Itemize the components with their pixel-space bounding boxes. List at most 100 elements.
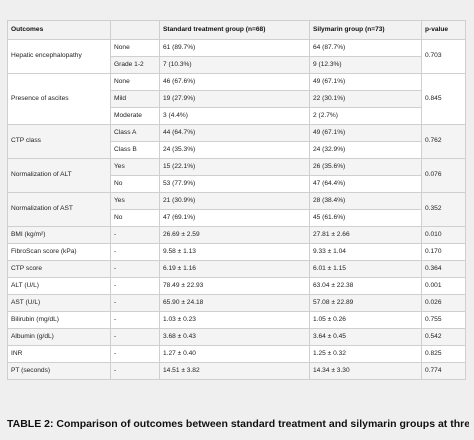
header-silymarin-group: Silymarin group (n=73): [309, 20, 422, 40]
table-row: No 53 (77.9%) 47 (64.4%): [8, 175, 466, 193]
standard-value-cell: 24 (35.3%): [159, 141, 310, 159]
table-row: Moderate 3 (4.4%) 2 (2.7%): [8, 107, 466, 125]
outcome-cell: Presence of ascites: [7, 73, 111, 125]
subcategory-cell: -: [110, 243, 160, 261]
table-row: Normalization of ALT Yes 15 (22.1%) 26 (35.…: [7, 158, 466, 193]
standard-value-cell: 3 (4.4%): [159, 107, 310, 125]
silymarin-value-cell: 49 (67.1%): [309, 124, 422, 142]
outcome-cell: FibroScan score (kPa): [7, 243, 111, 261]
silymarin-value-cell: 49 (67.1%): [309, 73, 422, 91]
header-subcategory: [110, 20, 160, 40]
silymarin-value-cell: 1.25 ± 0.32: [309, 345, 422, 363]
outcome-cell: Bilirubin (mg/dL): [7, 311, 111, 329]
p-value-cell: 0.352: [421, 192, 466, 227]
subcategory-cell: None: [110, 73, 160, 91]
table-row: ALT (U/L) -78.49 ± 22.93 63.04 ± 22.38 0.00…: [7, 277, 466, 295]
table-row: CTP class Class A 44 (64.7%) 49 (67.1%) 0.76…: [7, 124, 466, 159]
silymarin-value-cell: 47 (64.4%): [309, 175, 422, 193]
p-value-cell: 0.170: [421, 243, 466, 261]
subcategory-cell: -: [110, 362, 160, 380]
table-row: Normalization of AST Yes 21 (30.9%) 28 (38.…: [7, 192, 466, 227]
p-value-cell: 0.001: [421, 277, 466, 295]
standard-value-cell: 9.58 ± 1.13: [159, 243, 310, 261]
subcategory-cell: -: [110, 277, 160, 295]
table-row: Mild 19 (27.9%) 22 (30.1%): [8, 90, 466, 108]
silymarin-value-cell: 26 (35.6%): [309, 158, 422, 176]
subcategory-cell: Yes: [110, 158, 160, 176]
table-body: Hepatic encephalopathy None 61 (89.7%) 64 (…: [7, 39, 466, 380]
p-value-cell: 0.845: [421, 73, 466, 125]
p-value-cell: 0.703: [421, 39, 466, 74]
table-row: PT (seconds) -14.51 ± 3.82 14.34 ± 3.30 0.7…: [7, 362, 466, 380]
silymarin-value-cell: 3.64 ± 0.45: [309, 328, 422, 346]
table-row: Albumin (g/dL) -3.68 ± 0.43 3.64 ± 0.45 0.5…: [7, 328, 466, 346]
silymarin-value-cell: 27.81 ± 2.66: [309, 226, 422, 244]
silymarin-value-cell: 9.33 ± 1.04: [309, 243, 422, 261]
subcategory-cell: No: [110, 209, 160, 227]
p-value-cell: 0.076: [421, 158, 466, 193]
standard-value-cell: 78.49 ± 22.93: [159, 277, 310, 295]
p-value-cell: 0.762: [421, 124, 466, 159]
standard-value-cell: 21 (30.9%): [159, 192, 310, 210]
outcome-cell: BMI (kg/m²): [7, 226, 111, 244]
subcategory-cell: No: [110, 175, 160, 193]
table-row: CTP score -6.19 ± 1.16 6.01 ± 1.15 0.364: [7, 260, 466, 278]
subcategory-cell: Grade 1-2: [110, 56, 160, 74]
p-value-cell: 0.825: [421, 345, 466, 363]
p-value-cell: 0.010: [421, 226, 466, 244]
header-p-value: p-value: [421, 20, 466, 40]
outcome-cell: ALT (U/L): [7, 277, 111, 295]
standard-value-cell: 3.68 ± 0.43: [159, 328, 310, 346]
subcategory-cell: -: [110, 345, 160, 363]
silymarin-value-cell: 14.34 ± 3.30: [309, 362, 422, 380]
outcome-cell: PT (seconds): [7, 362, 111, 380]
outcome-cell: CTP class: [7, 124, 111, 159]
standard-value-cell: 6.19 ± 1.16: [159, 260, 310, 278]
outcome-cell: AST (U/L): [7, 294, 111, 312]
subcategory-cell: Yes: [110, 192, 160, 210]
standard-value-cell: 19 (27.9%): [159, 90, 310, 108]
standard-value-cell: 46 (67.6%): [159, 73, 310, 91]
outcome-cell: INR: [7, 345, 111, 363]
subcategory-cell: Class B: [110, 141, 160, 159]
subcategory-cell: Class A: [110, 124, 160, 142]
standard-value-cell: 47 (69.1%): [159, 209, 310, 227]
header-outcomes: Outcomes: [7, 20, 111, 40]
subcategory-cell: Mild: [110, 90, 160, 108]
table-row: Bilirubin (mg/dL) -1.03 ± 0.23 1.05 ± 0.26…: [7, 311, 466, 329]
standard-value-cell: 26.69 ± 2.59: [159, 226, 310, 244]
outcome-cell: Hepatic encephalopathy: [7, 39, 111, 74]
silymarin-value-cell: 6.01 ± 1.15: [309, 260, 422, 278]
outcome-cell: Normalization of ALT: [7, 158, 111, 193]
table-row: Hepatic encephalopathy None 61 (89.7%) 64 (…: [7, 39, 466, 74]
standard-value-cell: 14.51 ± 3.82: [159, 362, 310, 380]
silymarin-value-cell: 22 (30.1%): [309, 90, 422, 108]
standard-value-cell: 15 (22.1%): [159, 158, 310, 176]
standard-value-cell: 61 (89.7%): [159, 39, 310, 57]
table-caption: TABLE 2: Comparison of outcomes between …: [7, 418, 469, 430]
table-row: Class B 24 (35.3%) 24 (32.9%): [8, 141, 466, 159]
silymarin-value-cell: 28 (38.4%): [309, 192, 422, 210]
outcome-cell: Albumin (g/dL): [7, 328, 111, 346]
table-header-row: Outcomes Standard treatment group (n=68)…: [7, 20, 466, 40]
silymarin-value-cell: 9 (12.3%): [309, 56, 422, 74]
outcome-cell: CTP score: [7, 260, 111, 278]
silymarin-value-cell: 64 (87.7%): [309, 39, 422, 57]
silymarin-value-cell: 63.04 ± 22.38: [309, 277, 422, 295]
subcategory-cell: Moderate: [110, 107, 160, 125]
subcategory-cell: -: [110, 294, 160, 312]
header-standard-group: Standard treatment group (n=68): [159, 20, 310, 40]
table-row: Presence of ascites None 46 (67.6%) 49 (67.…: [7, 73, 466, 125]
p-value-cell: 0.542: [421, 328, 466, 346]
p-value-cell: 0.364: [421, 260, 466, 278]
p-value-cell: 0.026: [421, 294, 466, 312]
outcome-cell: Normalization of AST: [7, 192, 111, 227]
silymarin-value-cell: 45 (61.6%): [309, 209, 422, 227]
subcategory-cell: None: [110, 39, 160, 57]
table-row: FibroScan score (kPa) -9.58 ± 1.13 9.33 ± …: [7, 243, 466, 261]
subcategory-cell: -: [110, 311, 160, 329]
subcategory-cell: -: [110, 226, 160, 244]
table-row: INR -1.27 ± 0.40 1.25 ± 0.32 0.825: [7, 345, 466, 363]
table-row: BMI (kg/m²) -26.69 ± 2.59 27.81 ± 2.66 0.01…: [7, 226, 466, 244]
